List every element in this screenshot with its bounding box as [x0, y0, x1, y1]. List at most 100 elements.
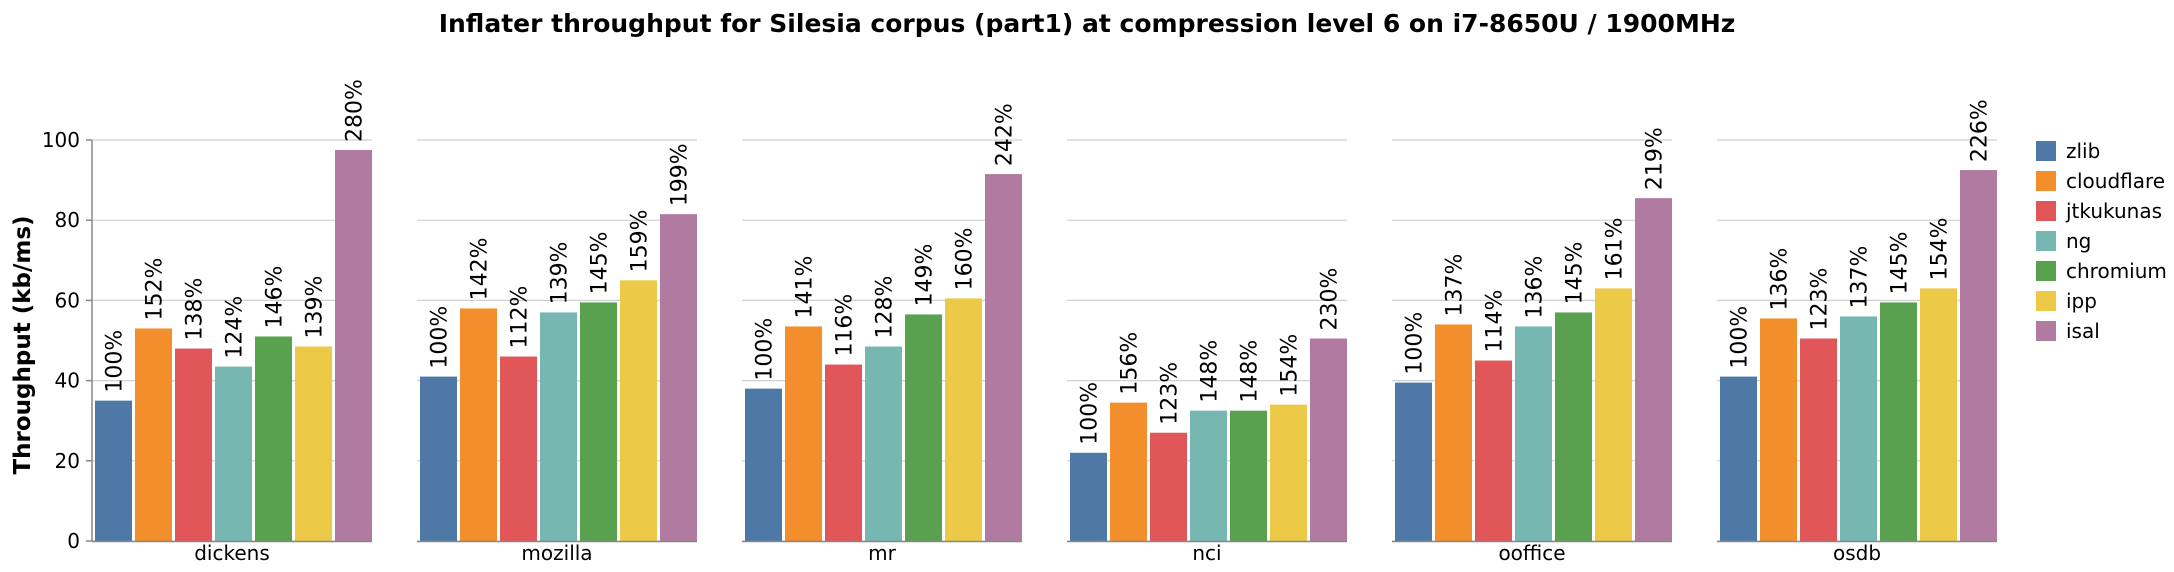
bar-chromium-mozilla — [580, 302, 617, 541]
bar-zlib-mr — [745, 388, 782, 541]
bar-chromium-osdb — [1880, 302, 1917, 541]
x-tick-label: dickens — [194, 541, 270, 565]
bar-ipp-nci — [1270, 404, 1307, 541]
bar-ng-mozilla — [540, 312, 577, 541]
data-label: 114% — [1483, 290, 1508, 353]
bar-ipp-mr — [945, 298, 982, 541]
panel-dickens: 100% 152% 138% 124% 146% 139% 280% dickens 0 20 40… — [42, 79, 372, 565]
x-tick-label: mr — [868, 541, 896, 565]
data-label: 145% — [1888, 231, 1913, 294]
bar-jtkukunas-mr — [825, 364, 862, 541]
legend-label: chromium — [2066, 259, 2167, 283]
data-label: 100% — [1078, 382, 1103, 445]
bar-cloudflare-mozilla — [460, 308, 497, 541]
bar-isal-ooffice — [1635, 198, 1672, 541]
chart-title: Inflater throughput for Silesia corpus (… — [439, 9, 1736, 38]
legend-item-chromium: chromium — [2036, 259, 2167, 283]
data-label: 230% — [1318, 268, 1343, 331]
panel-mr: 100% 141% 116% 128% 149% 160% 242% mr — [742, 103, 1022, 565]
legend-item-ng: ng — [2036, 229, 2091, 253]
data-label: 154% — [1278, 334, 1303, 397]
data-label: 116% — [833, 294, 858, 357]
data-label: 112% — [508, 286, 533, 349]
panel-ooffice: 100% 137% 114% 136% 145% 161% 219% ooffice — [1392, 127, 1672, 565]
data-label: 123% — [1158, 362, 1183, 425]
legend-swatch — [2036, 291, 2056, 311]
data-label: 148% — [1238, 340, 1263, 403]
x-tick-label: mozilla — [521, 541, 592, 565]
legend-label: isal — [2066, 319, 2100, 343]
bar-zlib-osdb — [1720, 376, 1757, 541]
bar-ipp-ooffice — [1595, 288, 1632, 541]
data-label: 156% — [1118, 332, 1143, 395]
data-label: 124% — [223, 296, 248, 359]
data-label: 137% — [1443, 254, 1468, 317]
legend-label: ipp — [2066, 289, 2097, 313]
data-label: 100% — [103, 330, 128, 393]
data-label: 128% — [873, 276, 898, 339]
data-label: 159% — [628, 209, 653, 272]
bar-zlib-nci — [1070, 452, 1107, 541]
legend-swatch — [2036, 321, 2056, 341]
legend-swatch — [2036, 261, 2056, 281]
bar-jtkukunas-osdb — [1800, 338, 1837, 541]
bar-ng-mr — [865, 346, 902, 541]
bar-zlib-ooffice — [1395, 382, 1432, 541]
data-label: 137% — [1848, 246, 1873, 309]
bar-jtkukunas-mozilla — [500, 356, 537, 541]
legend-swatch — [2036, 201, 2056, 221]
data-label: 100% — [1728, 306, 1753, 369]
data-label: 100% — [428, 306, 453, 369]
data-label: 160% — [953, 227, 978, 290]
legend-item-isal: isal — [2036, 319, 2100, 343]
data-label: 161% — [1603, 217, 1628, 280]
bar-isal-nci — [1310, 338, 1347, 541]
y-tick-label: 80 — [55, 208, 80, 232]
bar-ng-osdb — [1840, 316, 1877, 541]
plot-area: 100% 152% 138% 124% 146% 139% 280% dickens 0 20 40… — [42, 79, 1997, 565]
y-tick-label: 100 — [42, 128, 80, 152]
bar-chromium-mr — [905, 314, 942, 541]
bar-isal-mozilla — [660, 214, 697, 541]
legend-swatch — [2036, 141, 2056, 161]
legend-item-jtkukunas: jtkukunas — [2036, 199, 2162, 223]
panel-mozilla: 100% 142% 112% 139% 145% 159% 199% mozilla — [417, 139, 697, 565]
legend-swatch — [2036, 171, 2056, 191]
data-label: 136% — [1768, 248, 1793, 311]
bar-cloudflare-dickens — [135, 328, 172, 541]
data-label: 148% — [1198, 340, 1223, 403]
bar-jtkukunas-nci — [1150, 432, 1187, 541]
panel-nci: 100% 156% 123% 148% 148% 154% 230% nci — [1067, 139, 1347, 565]
y-tick-label: 0 — [67, 529, 80, 553]
data-label: 142% — [468, 238, 493, 301]
data-label: 145% — [588, 231, 613, 294]
data-label: 145% — [1563, 242, 1588, 305]
bar-jtkukunas-ooffice — [1475, 360, 1512, 541]
panel-osdb: 100% 136% 123% 137% 145% 154% 226% osdb — [1717, 99, 1997, 565]
bar-zlib-dickens — [95, 400, 132, 541]
bar-cloudflare-nci — [1110, 402, 1147, 541]
data-label: 146% — [263, 266, 288, 329]
data-label: 149% — [913, 244, 938, 307]
x-tick-label: nci — [1192, 541, 1221, 565]
data-label: 123% — [1808, 268, 1833, 331]
legend-swatch — [2036, 231, 2056, 251]
y-tick-label: 40 — [55, 369, 80, 393]
legend-label: cloudflare — [2066, 169, 2165, 193]
data-label: 139% — [303, 276, 328, 339]
data-label: 199% — [668, 143, 693, 206]
x-tick-label: osdb — [1833, 541, 1881, 565]
data-label: 280% — [343, 79, 368, 142]
data-label: 154% — [1928, 217, 1953, 280]
bar-zlib-mozilla — [420, 376, 457, 541]
y-tick-label: 60 — [55, 288, 80, 312]
bar-ipp-dickens — [295, 346, 332, 541]
bar-cloudflare-ooffice — [1435, 324, 1472, 541]
legend-item-ipp: ipp — [2036, 289, 2097, 313]
legend-item-zlib: zlib — [2036, 139, 2100, 163]
legend-item-cloudflare: cloudflare — [2036, 169, 2165, 193]
legend-label: jtkukunas — [2065, 199, 2162, 223]
bar-ipp-mozilla — [620, 280, 657, 541]
bar-ng-ooffice — [1515, 326, 1552, 541]
